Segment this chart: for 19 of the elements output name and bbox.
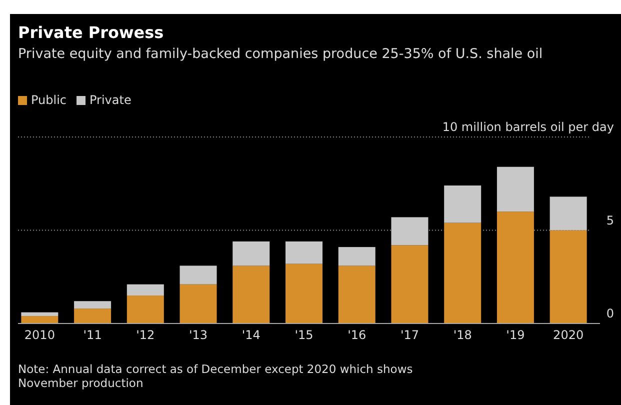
y-tick-label: 10 million barrels oil per day [442,120,614,134]
x-tick-label: '11 [83,328,102,342]
text: Note: Annual data correct as of December except 2020 which shows November production [18,362,413,390]
chart-title: Private Prowess [18,23,164,42]
chart-subtitle: Private equity and family-backed companies produce 25-35% of U.S. shale oil [18,46,543,62]
y-tick-label: 0 [606,306,614,320]
x-tick-label: '14 [242,328,260,342]
x-tick-label: '18 [453,328,472,342]
y-tick-label: 5 [606,213,614,228]
x-tick-label: 2020 [553,328,584,342]
legend-label: Public [31,93,67,107]
legend-label: Private [90,93,132,107]
x-tick-label: '15 [294,328,314,342]
x-tick-label: '17 [400,328,420,342]
x-tick-label: '16 [348,328,366,342]
x-tick-label: '12 [136,328,155,342]
x-tick-label: '19 [506,328,525,342]
x-tick-label: '13 [188,328,208,342]
x-tick-label: 2010 [24,328,55,342]
